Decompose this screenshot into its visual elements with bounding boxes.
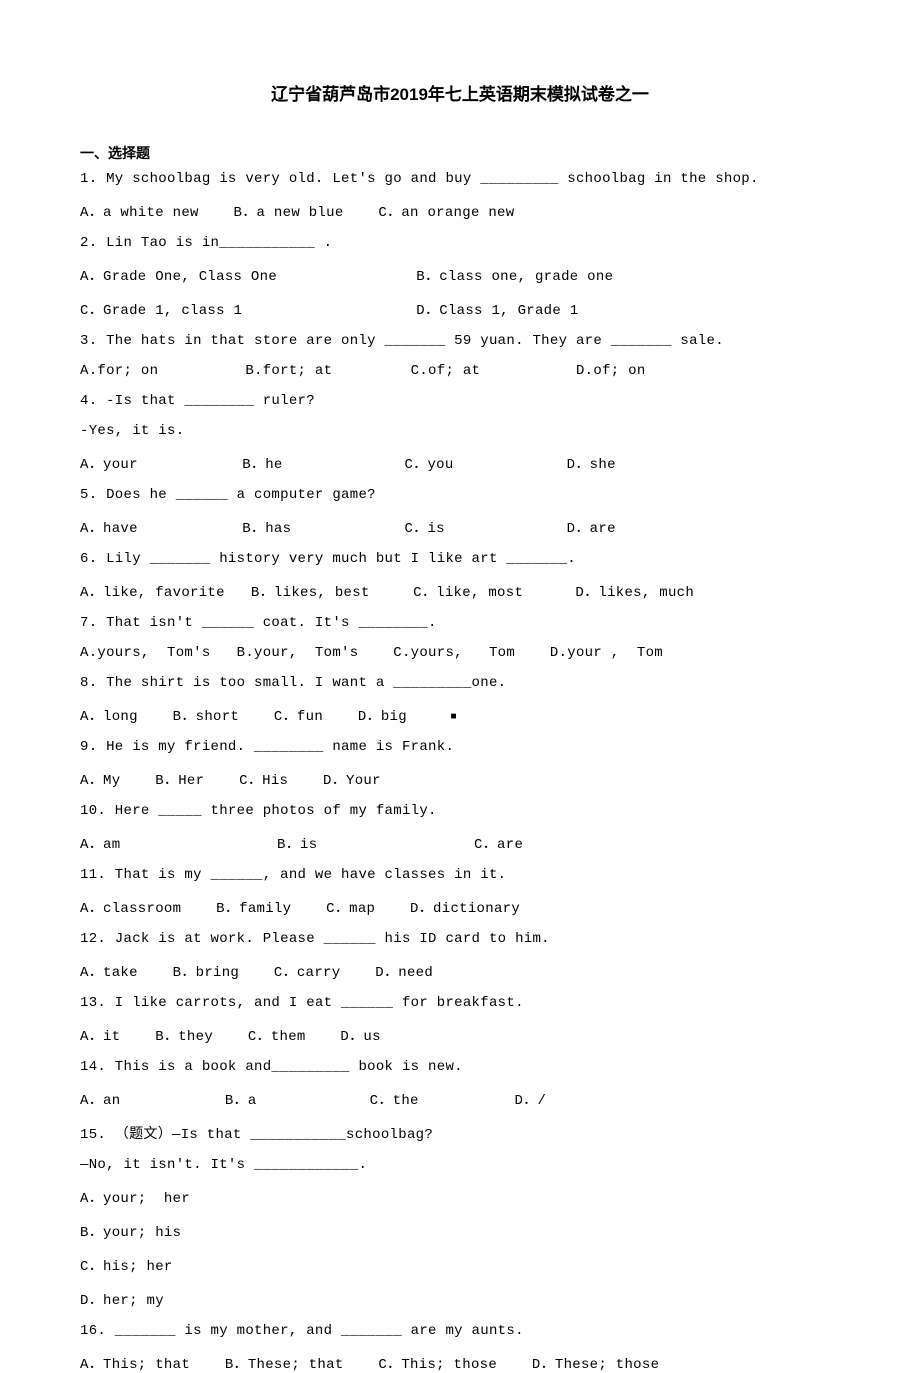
exam-line: A．My B．Her C．His D．Your	[80, 769, 840, 789]
exam-line: A．This; that B．These; that C．This; those…	[80, 1353, 840, 1373]
exam-line: A．have B．has C．is D．are	[80, 517, 840, 537]
exam-line: -Yes, it is.	[80, 423, 840, 439]
exam-line: 6. Lily _______ history very much but I …	[80, 551, 840, 567]
exam-line: A．take B．bring C．carry D．need	[80, 961, 840, 981]
exam-line: A．it B．they C．them D．us	[80, 1025, 840, 1045]
exam-line: A．an B．a C．the D．/	[80, 1089, 840, 1109]
exam-line: A．classroom B．family C．map D．dictionary	[80, 897, 840, 917]
exam-line: 8. The shirt is too small. I want a ____…	[80, 675, 840, 691]
exam-line: 2. Lin Tao is in___________ .	[80, 235, 840, 251]
marker-dot: ■	[450, 711, 456, 722]
exam-line: A．am B．is C．are	[80, 833, 840, 853]
exam-line: A．your; her	[80, 1187, 840, 1207]
exam-line: A．a white new B．a new blue C．an orange n…	[80, 201, 840, 221]
exam-line: A．your B．he C．you D．she	[80, 453, 840, 473]
exam-line: 1. My schoolbag is very old. Let's go an…	[80, 171, 840, 187]
exam-line: D．her; my	[80, 1289, 840, 1309]
exam-line: A.yours, Tom's B.your, Tom's C.yours, To…	[80, 645, 840, 661]
exam-content: 1. My schoolbag is very old. Let's go an…	[80, 171, 840, 1373]
exam-line: C．his; her	[80, 1255, 840, 1275]
exam-line: 11. That is my ______, and we have class…	[80, 867, 840, 883]
exam-line: 12. Jack is at work. Please ______ his I…	[80, 931, 840, 947]
exam-line: A．like, favorite B．likes, best C．like, m…	[80, 581, 840, 601]
exam-line: B．your; his	[80, 1221, 840, 1241]
section-heading: 一、选择题	[80, 143, 840, 163]
exam-line: 14. This is a book and_________ book is …	[80, 1059, 840, 1075]
exam-line: 10. Here _____ three photos of my family…	[80, 803, 840, 819]
exam-line: A.for; on B.fort; at C.of; at D.of; on	[80, 363, 840, 379]
exam-line: 9. He is my friend. ________ name is Fra…	[80, 739, 840, 755]
exam-line: 4. -Is that ________ ruler?	[80, 393, 840, 409]
exam-line: 7. That isn't ______ coat. It's ________…	[80, 615, 840, 631]
exam-line: 15. （题文）—Is that ___________schoolbag?	[80, 1123, 840, 1143]
exam-title: 辽宁省葫芦岛市2019年七上英语期末模拟试卷之一	[80, 80, 840, 105]
exam-line: 3. The hats in that store are only _____…	[80, 333, 840, 349]
exam-line: —No, it isn't. It's ____________.	[80, 1157, 840, 1173]
exam-line: 16. _______ is my mother, and _______ ar…	[80, 1323, 840, 1339]
exam-line: A．long B．short C．fun D．big ■	[80, 705, 840, 725]
exam-line: C．Grade 1, class 1 D．Class 1, Grade 1	[80, 299, 840, 319]
exam-line: 13. I like carrots, and I eat ______ for…	[80, 995, 840, 1011]
exam-line: A．Grade One, Class One B．class one, grad…	[80, 265, 840, 285]
exam-line: 5. Does he ______ a computer game?	[80, 487, 840, 503]
